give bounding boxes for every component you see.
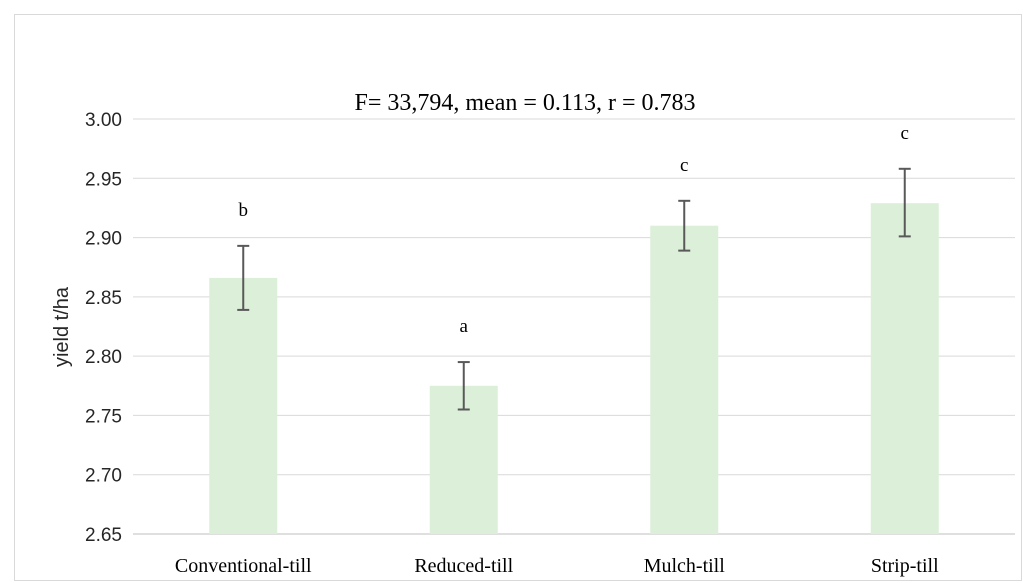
- y-tick-label: 2.95: [85, 169, 122, 190]
- x-tick-label: Strip-till: [871, 555, 939, 577]
- bar: [870, 203, 939, 534]
- x-tick-label: Reduced-till: [414, 555, 513, 577]
- chart-title: F= 33,794, mean = 0.113, r = 0.783: [354, 90, 695, 116]
- y-tick-label: 2.80: [85, 347, 122, 368]
- y-tick-label: 2.65: [85, 525, 122, 546]
- y-tick-label: 2.90: [85, 229, 122, 250]
- y-axis-label: yield t/ha: [51, 286, 73, 367]
- x-tick-label: Mulch-till: [644, 555, 726, 577]
- chart-frame: [14, 14, 1022, 581]
- significance-letter: c: [901, 123, 909, 144]
- bar: [650, 225, 719, 534]
- significance-letter: c: [680, 155, 688, 176]
- y-tick-label: 2.70: [85, 466, 122, 487]
- y-tick-label: 3.00: [85, 110, 122, 131]
- y-tick-label: 2.75: [85, 406, 122, 427]
- y-tick-label: 2.85: [85, 288, 122, 309]
- significance-letter: b: [239, 200, 249, 221]
- significance-letter: a: [460, 316, 469, 337]
- x-tick-label: Conventional-till: [175, 555, 312, 577]
- bar: [209, 277, 278, 534]
